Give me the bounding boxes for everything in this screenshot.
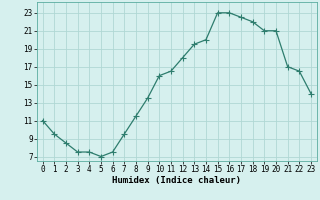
X-axis label: Humidex (Indice chaleur): Humidex (Indice chaleur) bbox=[112, 176, 241, 185]
